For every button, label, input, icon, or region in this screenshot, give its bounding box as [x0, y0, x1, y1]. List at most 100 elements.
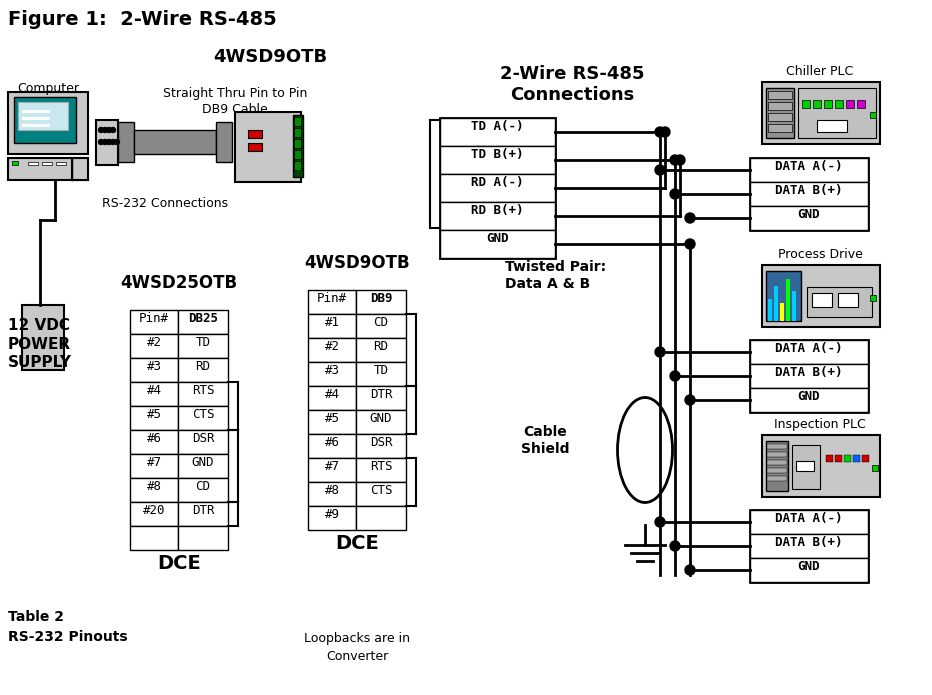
Circle shape	[106, 140, 112, 145]
Bar	[813, 100, 821, 108]
Text: DATA B(+): DATA B(+)	[775, 184, 843, 197]
Text: #5: #5	[324, 412, 339, 425]
Circle shape	[685, 213, 695, 223]
Circle shape	[103, 140, 107, 145]
Bar	[8, 158, 88, 180]
Bar	[28, 162, 38, 165]
Text: #1: #1	[324, 316, 339, 329]
Bar	[356, 434, 406, 458]
Bar	[178, 430, 228, 454]
Bar	[22, 117, 50, 120]
Text: Pin#: Pin#	[317, 292, 347, 305]
Text: GND: GND	[192, 456, 214, 469]
Circle shape	[655, 347, 665, 357]
Bar	[767, 468, 787, 473]
Bar	[356, 506, 406, 530]
Bar	[768, 102, 792, 110]
Text: #8: #8	[324, 484, 339, 497]
Bar	[440, 118, 555, 258]
Bar	[767, 476, 787, 481]
Bar	[294, 139, 301, 148]
Circle shape	[685, 565, 695, 575]
Circle shape	[103, 127, 107, 133]
Bar	[130, 406, 178, 430]
Bar	[235, 112, 301, 182]
Bar	[802, 100, 810, 108]
Bar	[762, 265, 880, 327]
Text: DSR: DSR	[192, 432, 214, 445]
Bar	[308, 314, 356, 338]
Text: #2: #2	[324, 340, 339, 353]
Text: Chiller PLC: Chiller PLC	[787, 65, 854, 78]
Text: RD A(-): RD A(-)	[472, 176, 524, 189]
Bar	[130, 454, 178, 478]
Bar	[356, 386, 406, 410]
Bar	[766, 441, 788, 491]
Bar	[750, 510, 868, 582]
Bar	[838, 293, 858, 307]
Bar	[130, 502, 178, 526]
Bar	[812, 293, 832, 307]
Bar	[356, 290, 406, 314]
Text: Straight Thru Pin to Pin: Straight Thru Pin to Pin	[163, 87, 308, 100]
Bar	[22, 305, 64, 370]
Bar	[56, 162, 66, 165]
Text: TD: TD	[196, 336, 211, 349]
Text: Figure 1:  2-Wire RS-485: Figure 1: 2-Wire RS-485	[8, 10, 277, 29]
Bar	[768, 91, 792, 99]
Text: #2: #2	[146, 336, 161, 349]
Bar	[750, 340, 868, 412]
Bar	[248, 143, 262, 151]
Bar	[846, 100, 854, 108]
Circle shape	[670, 371, 680, 381]
Text: Cable
Shield: Cable Shield	[521, 425, 569, 457]
Text: Pin#: Pin#	[139, 312, 169, 325]
Bar	[22, 110, 50, 113]
Circle shape	[655, 517, 665, 527]
Text: #20: #20	[143, 504, 165, 517]
Bar	[767, 452, 787, 457]
Text: DATA A(-): DATA A(-)	[775, 160, 843, 173]
Bar	[750, 558, 868, 582]
Bar	[750, 340, 868, 364]
Text: DATA B(+): DATA B(+)	[775, 536, 843, 549]
Text: Inspection PLC: Inspection PLC	[774, 418, 866, 431]
Text: DATA A(-): DATA A(-)	[775, 512, 843, 525]
Bar	[844, 455, 851, 462]
Circle shape	[106, 127, 112, 133]
Text: GND: GND	[798, 208, 820, 221]
Text: DSR: DSR	[370, 436, 392, 449]
Text: DB25: DB25	[188, 312, 218, 325]
Text: DTR: DTR	[192, 504, 214, 517]
Circle shape	[685, 239, 695, 249]
Bar	[826, 455, 833, 462]
Bar	[768, 113, 792, 121]
Bar	[356, 314, 406, 338]
Bar	[96, 120, 118, 165]
Text: RTS: RTS	[370, 460, 392, 473]
Circle shape	[111, 127, 116, 133]
Bar	[762, 435, 880, 497]
Bar	[750, 158, 868, 230]
Text: CTS: CTS	[192, 408, 214, 421]
Bar	[356, 410, 406, 434]
Bar	[178, 382, 228, 406]
Bar	[872, 465, 878, 471]
Bar	[308, 338, 356, 362]
Bar	[248, 130, 262, 138]
Text: DTR: DTR	[370, 388, 392, 401]
Text: DB9: DB9	[370, 292, 392, 305]
Bar	[14, 97, 76, 143]
Text: #6: #6	[324, 436, 339, 449]
Bar	[12, 161, 18, 165]
Bar	[356, 362, 406, 386]
Bar	[178, 502, 228, 526]
Text: TD: TD	[374, 364, 389, 377]
Circle shape	[670, 541, 680, 551]
Circle shape	[655, 165, 665, 175]
Text: #5: #5	[146, 408, 161, 421]
Bar	[767, 444, 787, 449]
Bar	[130, 478, 178, 502]
Text: Computer: Computer	[17, 82, 79, 95]
Bar	[294, 128, 301, 137]
